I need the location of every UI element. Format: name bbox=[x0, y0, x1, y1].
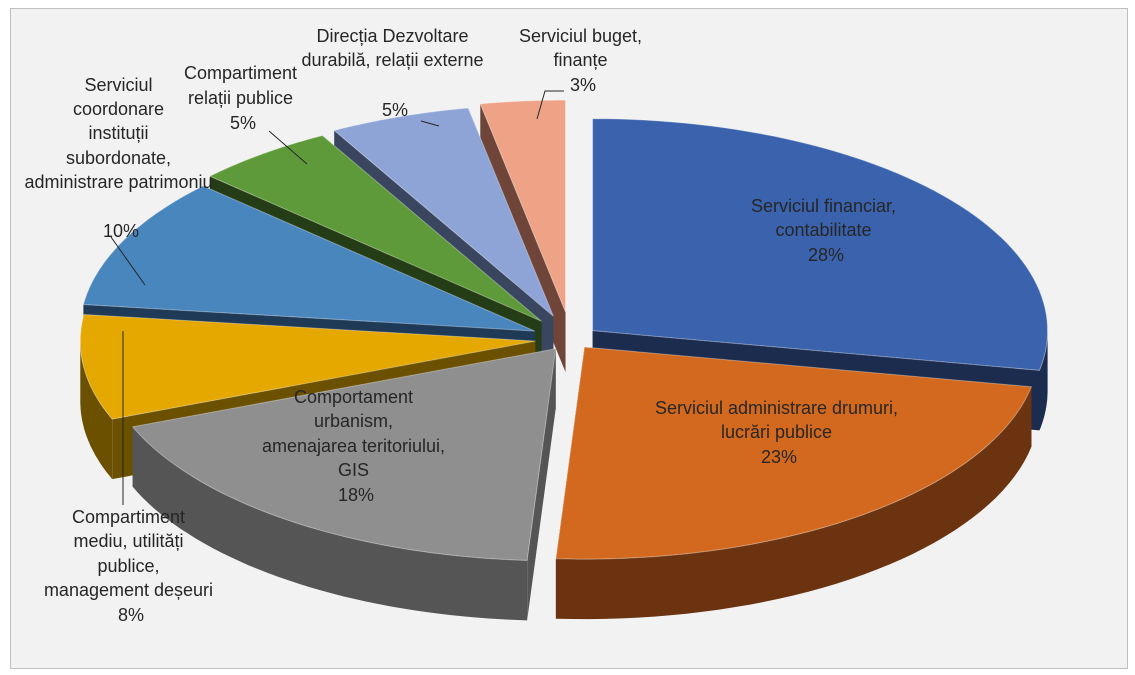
label-line: Compartiment bbox=[184, 63, 297, 83]
slice-value-label: 23% bbox=[761, 447, 797, 467]
slice-label-financiar-text: Serviciul financiar, contabilitate 28% bbox=[751, 196, 901, 265]
slice-side-comportament-urbanism-amenajarea-teritoriului-gis-0 bbox=[527, 348, 556, 621]
slice-label-urbanism-text: Comportament urbanism, amenajarea terito… bbox=[262, 387, 450, 505]
label-line: publice, bbox=[97, 556, 159, 576]
slice-value-label: 28% bbox=[808, 245, 844, 265]
label-line: contabilitate bbox=[775, 220, 871, 240]
label-line: Serviciul bbox=[84, 75, 152, 95]
label-line: Serviciul financiar, bbox=[751, 196, 896, 216]
leader-line-serviciul-coordonare bbox=[110, 236, 146, 286]
label-line: Comportament bbox=[294, 387, 413, 407]
label-line: urbanism, bbox=[314, 411, 393, 431]
label-line: finanțe bbox=[553, 50, 607, 70]
pie-slice-serviciul-coordonare-institutii-subordonate-administrare-patrimoniu bbox=[82, 185, 536, 332]
pie-slice-serviciul-administrare-drumuri-lucrari-publice bbox=[555, 346, 1033, 560]
label-line: lucrări publice bbox=[721, 422, 832, 442]
label-line: amenajarea teritoriului, bbox=[262, 436, 445, 456]
label-line: administrare patrimoniu bbox=[24, 172, 212, 192]
pie-slice-compartiment-relatii-publice bbox=[208, 135, 542, 322]
label-line: coordonare bbox=[73, 99, 164, 119]
pie-slice-compartiment-mediu-utilitati-publice-management-deseuri bbox=[79, 313, 536, 420]
label-line: Serviciul administrare drumuri, bbox=[655, 398, 898, 418]
label-line: management deșeuri bbox=[44, 580, 213, 600]
slice-value-label: 10% bbox=[103, 221, 139, 241]
pie-chart: Serviciul financiar, contabilitate 28% S… bbox=[24, 26, 1048, 625]
label-line: relații publice bbox=[188, 88, 293, 108]
leader-line-dezvoltare-durabila bbox=[420, 120, 440, 127]
slice-wall-serviciul-financiar-contabilitate-0 bbox=[1039, 330, 1048, 431]
pie-slice-serviciul-financiar-contabilitate bbox=[592, 118, 1048, 371]
pie-slice-comportament-urbanism-amenajarea-teritoriului-gis bbox=[131, 348, 557, 561]
leader-line-relatii-publice bbox=[268, 130, 308, 165]
pie-slice-serviciul-buget-finante bbox=[479, 99, 567, 313]
label-line: GIS bbox=[338, 460, 369, 480]
slice-wall-compartiment-mediu-utilitati-publice-management-deseuri-0 bbox=[80, 341, 113, 480]
slice-label-drumuri-text: Serviciul administrare drumuri, lucrări … bbox=[655, 398, 903, 467]
slice-value-label: 8% bbox=[118, 605, 144, 625]
leader-line-buget-finante bbox=[536, 90, 564, 120]
slice-value-label: 5% bbox=[382, 100, 408, 120]
slice-label-coordonare-text: Serviciul coordonare instituții subordon… bbox=[24, 75, 217, 241]
label-line: instituții bbox=[88, 123, 148, 143]
label-line: durabilă, relații externe bbox=[301, 50, 483, 70]
label-line: Serviciul buget, bbox=[519, 26, 642, 46]
slice-wall-comportament-urbanism-amenajarea-teritoriului-gis-0 bbox=[132, 426, 528, 621]
label-line: Compartiment bbox=[72, 507, 185, 527]
slice-value-label: 3% bbox=[570, 75, 596, 95]
label-line: subordonate, bbox=[66, 148, 171, 168]
slice-wall-serviciul-administrare-drumuri-lucrari-publice-0 bbox=[555, 386, 1032, 620]
label-line: mediu, utilități bbox=[73, 531, 183, 551]
label-line: Direcția Dezvoltare bbox=[316, 26, 468, 46]
slice-value-label: 18% bbox=[338, 485, 374, 505]
slice-value-label: 5% bbox=[230, 113, 256, 133]
pie-slice-directia-dezvoltare-durabila-relatii-externe bbox=[333, 107, 554, 317]
slice-label-relatii-publice-text: Compartiment relații publice 5% bbox=[184, 63, 302, 133]
chart-area: Serviciul financiar, contabilitate 28% S… bbox=[10, 8, 1128, 669]
slice-label-buget-text: Serviciul buget, finanțe 3% bbox=[519, 26, 647, 95]
slice-label-dezvoltare-text: Direcția Dezvoltare durabilă, relații ex… bbox=[301, 26, 488, 120]
slice-label-mediu-text: Compartiment mediu, utilități publice, m… bbox=[44, 507, 218, 625]
